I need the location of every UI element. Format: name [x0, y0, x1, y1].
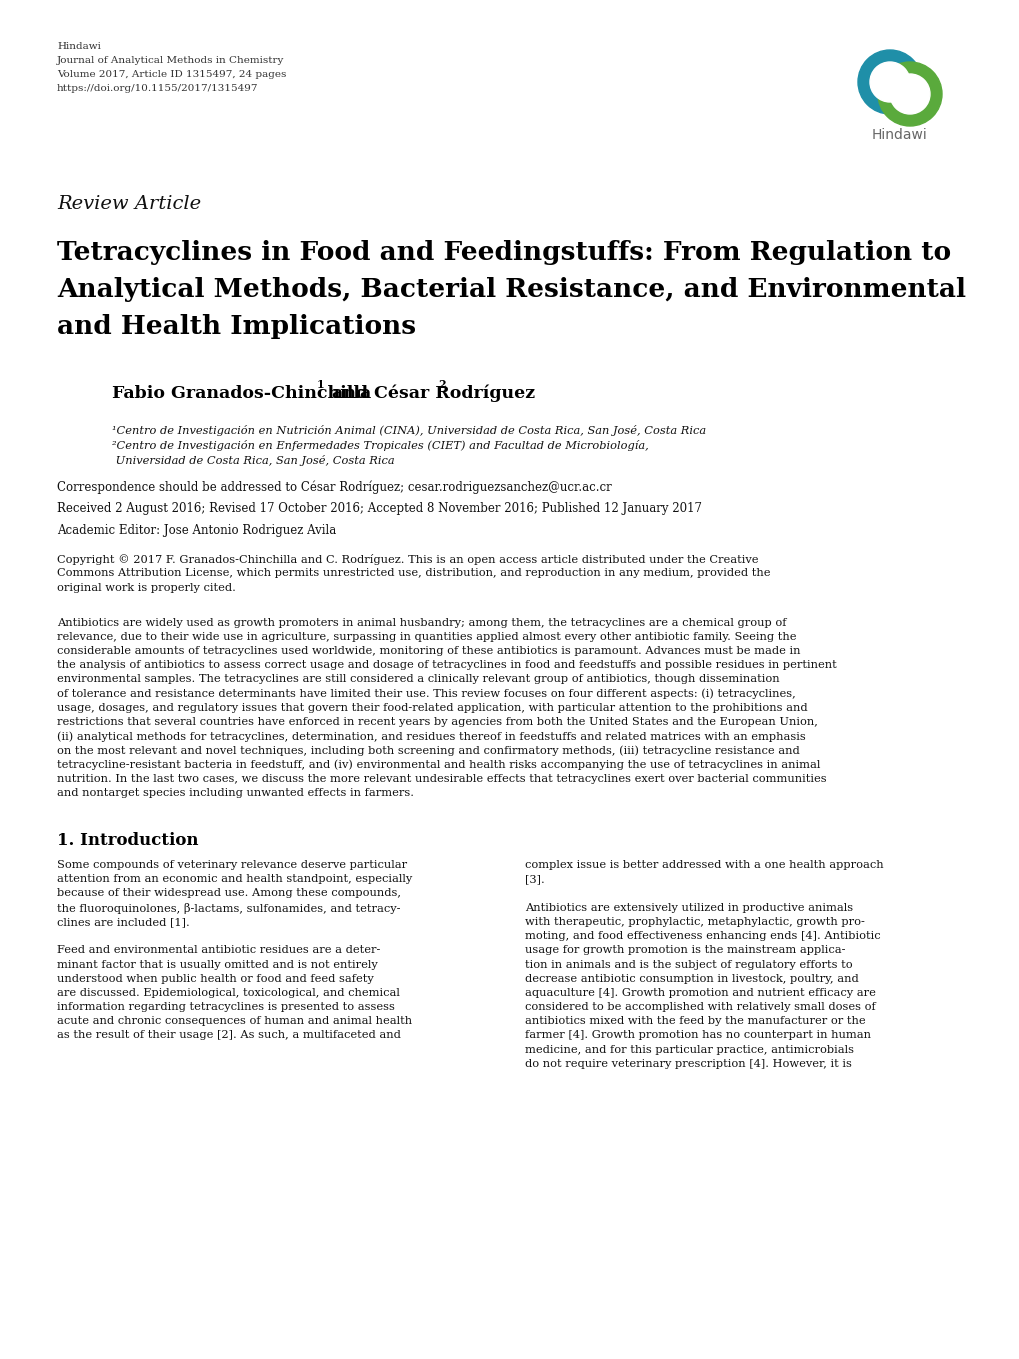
Text: nutrition. In the last two cases, we discuss the more relevant undesirable effec: nutrition. In the last two cases, we dis… [57, 773, 825, 784]
Text: Universidad de Costa Rica, San José, Costa Rica: Universidad de Costa Rica, San José, Cos… [112, 455, 394, 466]
Text: 1. Introduction: 1. Introduction [57, 832, 199, 849]
Text: Volume 2017, Article ID 1315497, 24 pages: Volume 2017, Article ID 1315497, 24 page… [57, 71, 286, 79]
Text: ²Centro de Investigación en Enfermedades Tropicales (CIET) and Facultad de Micro: ²Centro de Investigación en Enfermedades… [112, 440, 648, 451]
Text: considered to be accomplished with relatively small doses of: considered to be accomplished with relat… [525, 1002, 875, 1012]
Circle shape [877, 63, 942, 126]
Text: with therapeutic, prophylactic, metaphylactic, growth pro-: with therapeutic, prophylactic, metaphyl… [525, 917, 864, 927]
Text: because of their widespread use. Among these compounds,: because of their widespread use. Among t… [57, 889, 400, 898]
Text: and nontarget species including unwanted effects in farmers.: and nontarget species including unwanted… [57, 788, 414, 798]
Text: decrease antibiotic consumption in livestock, poultry, and: decrease antibiotic consumption in lives… [525, 973, 858, 984]
Text: restrictions that several countries have enforced in recent years by agencies fr: restrictions that several countries have… [57, 718, 817, 727]
Text: Commons Attribution License, which permits unrestricted use, distribution, and r: Commons Attribution License, which permi… [57, 568, 769, 579]
Text: as the result of their usage [2]. As such, a multifaceted and: as the result of their usage [2]. As suc… [57, 1030, 400, 1041]
Text: tion in animals and is the subject of regulatory efforts to: tion in animals and is the subject of re… [525, 959, 852, 969]
Text: antibiotics mixed with the feed by the manufacturer or the: antibiotics mixed with the feed by the m… [525, 1017, 865, 1026]
Text: (ii) analytical methods for tetracyclines, determination, and residues thereof i: (ii) analytical methods for tetracycline… [57, 731, 805, 742]
Text: do not require veterinary prescription [4]. However, it is: do not require veterinary prescription [… [525, 1059, 851, 1070]
Text: understood when public health or food and feed safety: understood when public health or food an… [57, 973, 373, 984]
Text: ¹Centro de Investigación en Nutrición Animal (CINA), Universidad de Costa Rica, : ¹Centro de Investigación en Nutrición An… [112, 425, 705, 436]
Circle shape [857, 50, 921, 114]
Text: Journal of Analytical Methods in Chemistry: Journal of Analytical Methods in Chemist… [57, 56, 284, 65]
Text: Hindawi: Hindawi [871, 128, 927, 141]
Text: on the most relevant and novel techniques, including both screening and confirma: on the most relevant and novel technique… [57, 745, 799, 756]
Text: medicine, and for this particular practice, antimicrobials: medicine, and for this particular practi… [525, 1045, 853, 1055]
Text: are discussed. Epidemiological, toxicological, and chemical: are discussed. Epidemiological, toxicolo… [57, 988, 399, 998]
Text: 2: 2 [437, 379, 445, 390]
Text: https://doi.org/10.1155/2017/1315497: https://doi.org/10.1155/2017/1315497 [57, 84, 258, 92]
Text: Correspondence should be addressed to César Rodríguez; cesar.rodriguezsanchez@uc: Correspondence should be addressed to Cé… [57, 480, 611, 493]
Text: Academic Editor: Jose Antonio Rodriguez Avila: Academic Editor: Jose Antonio Rodriguez … [57, 525, 336, 537]
Text: minant factor that is usually omitted and is not entirely: minant factor that is usually omitted an… [57, 959, 377, 969]
Circle shape [869, 63, 909, 102]
Text: acute and chronic consequences of human and animal health: acute and chronic consequences of human … [57, 1017, 412, 1026]
Text: environmental samples. The tetracyclines are still considered a clinically relev: environmental samples. The tetracyclines… [57, 674, 779, 685]
Text: considerable amounts of tetracyclines used worldwide, monitoring of these antibi: considerable amounts of tetracyclines us… [57, 646, 800, 656]
Circle shape [890, 73, 929, 114]
Text: [3].: [3]. [525, 874, 544, 885]
Text: aquaculture [4]. Growth promotion and nutrient efficacy are: aquaculture [4]. Growth promotion and nu… [525, 988, 875, 998]
Text: Review Article: Review Article [57, 194, 201, 213]
Text: Received 2 August 2016; Revised 17 October 2016; Accepted 8 November 2016; Publi: Received 2 August 2016; Revised 17 Octob… [57, 501, 701, 515]
Text: and César Rodríguez: and César Rodríguez [326, 385, 535, 402]
Text: usage, dosages, and regulatory issues that govern their food-related application: usage, dosages, and regulatory issues th… [57, 703, 807, 712]
Text: of tolerance and resistance determinants have limited their use. This review foc: of tolerance and resistance determinants… [57, 689, 795, 699]
Text: clines are included [1].: clines are included [1]. [57, 917, 190, 927]
Text: usage for growth promotion is the mainstream applica-: usage for growth promotion is the mainst… [525, 946, 845, 955]
Text: farmer [4]. Growth promotion has no counterpart in human: farmer [4]. Growth promotion has no coun… [525, 1030, 870, 1041]
Text: tetracycline-resistant bacteria in feedstuff, and (iv) environmental and health : tetracycline-resistant bacteria in feeds… [57, 760, 819, 771]
Text: Tetracyclines in Food and Feedingstuffs: From Regulation to: Tetracyclines in Food and Feedingstuffs:… [57, 241, 950, 265]
Text: information regarding tetracyclines is presented to assess: information regarding tetracyclines is p… [57, 1002, 394, 1012]
Text: Fabio Granados-Chinchilla: Fabio Granados-Chinchilla [112, 385, 371, 402]
Text: relevance, due to their wide use in agriculture, surpassing in quantities applie: relevance, due to their wide use in agri… [57, 632, 796, 641]
Text: Antibiotics are widely used as growth promoters in animal husbandry; among them,: Antibiotics are widely used as growth pr… [57, 617, 786, 628]
Text: Feed and environmental antibiotic residues are a deter-: Feed and environmental antibiotic residu… [57, 946, 380, 955]
Text: attention from an economic and health standpoint, especially: attention from an economic and health st… [57, 874, 412, 885]
Text: original work is properly cited.: original work is properly cited. [57, 583, 235, 593]
Text: complex issue is better addressed with a one health approach: complex issue is better addressed with a… [525, 860, 882, 870]
Text: the analysis of antibiotics to assess correct usage and dosage of tetracyclines : the analysis of antibiotics to assess co… [57, 660, 836, 670]
Text: Analytical Methods, Bacterial Resistance, and Environmental: Analytical Methods, Bacterial Resistance… [57, 277, 965, 302]
Text: Antibiotics are extensively utilized in productive animals: Antibiotics are extensively utilized in … [525, 902, 852, 913]
Text: Some compounds of veterinary relevance deserve particular: Some compounds of veterinary relevance d… [57, 860, 407, 870]
Text: moting, and food effectiveness enhancing ends [4]. Antibiotic: moting, and food effectiveness enhancing… [525, 931, 879, 940]
Text: 1: 1 [317, 379, 324, 390]
Text: the fluoroquinolones, β-lactams, sulfonamides, and tetracy-: the fluoroquinolones, β-lactams, sulfona… [57, 902, 400, 913]
Text: and Health Implications: and Health Implications [57, 314, 416, 338]
Text: Hindawi: Hindawi [57, 42, 101, 52]
Text: Copyright © 2017 F. Granados-Chinchilla and C. Rodríguez. This is an open access: Copyright © 2017 F. Granados-Chinchilla … [57, 554, 758, 565]
